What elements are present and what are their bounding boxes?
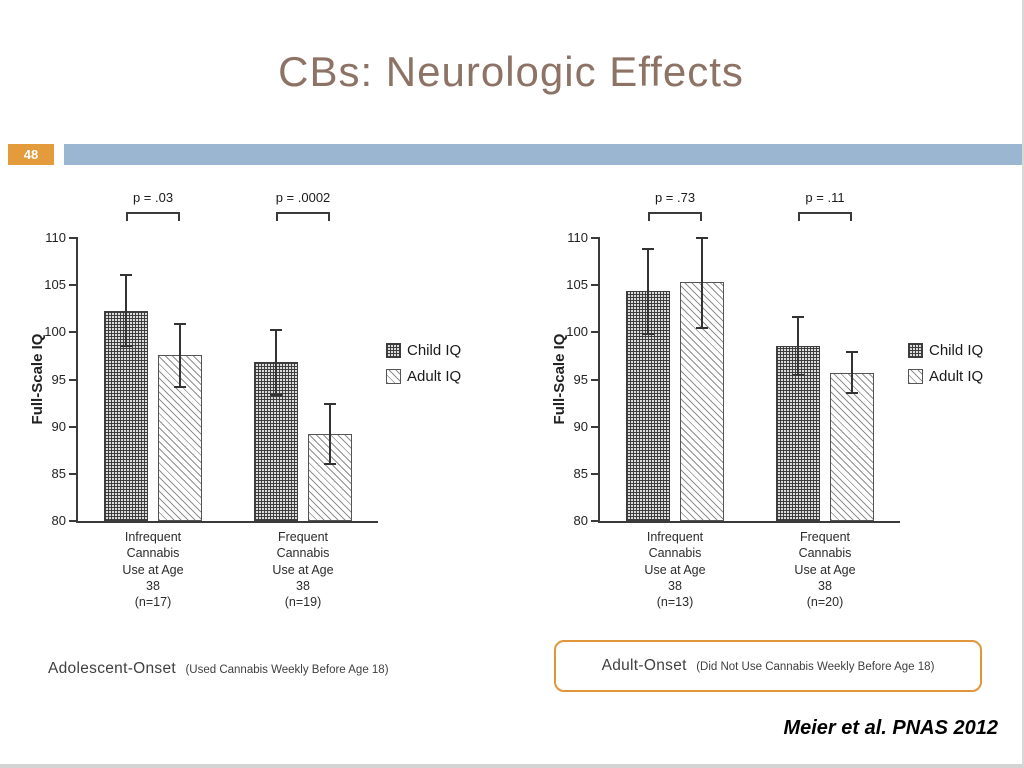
y-tick-mark <box>69 331 78 334</box>
significance-bracket <box>276 212 330 221</box>
error-bar <box>329 404 331 465</box>
error-bar-cap <box>174 386 186 389</box>
legend-swatch-child-iq <box>908 343 923 358</box>
group-label-adolescent-onset: Adolescent-Onset (Used Cannabis Weekly B… <box>48 660 498 678</box>
group-label-detail: (Used Cannabis Weekly Before Age 18) <box>185 664 389 676</box>
error-bar-cap <box>324 463 336 466</box>
legend-item: Child IQ <box>386 342 461 359</box>
y-tick-mark <box>591 425 600 428</box>
error-bar-cap <box>120 273 132 276</box>
y-tick-label: 90 <box>573 418 588 434</box>
legend: Child IQ Adult IQ <box>386 342 461 394</box>
y-tick-label: 85 <box>573 465 588 481</box>
legend-swatch-adult-iq <box>908 369 923 384</box>
y-tick-label: 100 <box>566 324 588 340</box>
plot-area: Full-Scale IQ 80 85 90 95 100 105 110 p = .03 In… <box>29 190 378 609</box>
bar-child-iq <box>254 361 298 521</box>
category-label: Infrequent Cannabis Use at Age 38 (n=13) <box>644 530 706 609</box>
error-bar <box>851 352 853 393</box>
error-bar-cap <box>696 237 708 239</box>
error-bar <box>179 323 181 388</box>
error-bar-cap <box>792 373 804 376</box>
legend-label: Adult IQ <box>407 368 462 385</box>
bar-adult-iq <box>830 372 874 521</box>
error-bar-cap <box>174 322 186 325</box>
legend-label: Child IQ <box>929 342 984 359</box>
y-tick-mark <box>69 378 78 381</box>
y-tick-mark <box>591 237 600 239</box>
p-value-label: p = .0002 <box>275 190 331 205</box>
error-bar <box>125 274 127 346</box>
group-label-main: Adolescent-Onset <box>48 660 177 677</box>
legend-item: Adult IQ <box>908 368 983 385</box>
error-bar <box>275 329 277 395</box>
slide-title: CBs: Neurologic Effects <box>278 48 744 95</box>
y-tick-label: 105 <box>44 277 66 293</box>
chart-adolescent-onset: Full-Scale IQ 80 85 90 95 100 105 110 p = .03 In… <box>18 180 503 700</box>
y-tick-mark <box>591 331 600 334</box>
error-bar-cap <box>324 403 336 406</box>
category-label: Frequent Cannabis Use at Age 38 (n=20) <box>794 530 856 609</box>
y-tick-label: 90 <box>51 418 66 434</box>
legend-swatch-child-iq <box>386 343 401 358</box>
y-tick-mark <box>591 520 600 522</box>
error-bar-cap <box>846 391 858 394</box>
significance-bracket <box>798 212 852 221</box>
y-tick-label: 95 <box>573 371 588 387</box>
y-tick-mark <box>69 284 78 287</box>
y-tick-mark <box>69 237 78 239</box>
citation: Meier et al. PNAS 2012 <box>783 717 998 739</box>
legend-label: Child IQ <box>407 342 462 359</box>
group-label-detail: (Did Not Use Cannabis Weekly Before Age … <box>696 661 935 673</box>
y-tick-mark <box>69 425 78 428</box>
plot-area: Full-Scale IQ 80 85 90 95 100 105 110 p = .73 In… <box>551 190 900 609</box>
error-bar-cap <box>270 328 282 331</box>
significance-bracket <box>648 212 702 221</box>
y-tick-mark <box>591 472 600 475</box>
y-tick-label: 80 <box>51 513 66 528</box>
error-bar-cap <box>642 248 654 251</box>
error-bar-cap <box>642 333 654 336</box>
error-bar <box>647 249 649 335</box>
legend-item: Adult IQ <box>386 368 461 385</box>
y-tick-mark <box>69 520 78 522</box>
error-bar-cap <box>846 351 858 354</box>
error-bar-cap <box>792 316 804 319</box>
y-tick-label: 80 <box>573 513 588 528</box>
group-label-adult-onset-callout: Adult-Onset (Did Not Use Cannabis Weekly… <box>554 640 982 692</box>
error-bar <box>797 317 799 375</box>
legend: Child IQ Adult IQ <box>908 342 983 394</box>
error-bar-cap <box>120 344 132 347</box>
error-bar <box>701 238 703 328</box>
y-tick-label: 85 <box>51 465 66 481</box>
chart-adult-onset: Full-Scale IQ 80 85 90 95 100 105 110 p = .73 In… <box>540 180 1022 700</box>
p-value-label: p = .03 <box>132 190 174 205</box>
error-bar-cap <box>696 326 708 329</box>
y-tick-label: 110 <box>567 230 588 245</box>
legend-swatch-adult-iq <box>386 369 401 384</box>
y-tick-label: 110 <box>45 230 66 245</box>
y-tick-mark <box>591 378 600 381</box>
legend-label: Adult IQ <box>929 368 984 385</box>
category-label: Infrequent Cannabis Use at Age 38 (n=17) <box>122 530 184 609</box>
category-label: Frequent Cannabis Use at Age 38 (n=19) <box>272 530 334 609</box>
p-value-label: p = .73 <box>654 190 696 205</box>
significance-bracket <box>126 212 180 221</box>
y-tick-label: 105 <box>566 277 588 293</box>
group-label-main: Adult-Onset <box>601 657 687 674</box>
y-tick-label: 95 <box>51 371 66 387</box>
y-tick-mark <box>69 472 78 475</box>
header-band <box>64 144 1022 165</box>
y-tick-mark <box>591 284 600 287</box>
p-value-label: p = .11 <box>805 190 845 205</box>
error-bar-cap <box>270 393 282 396</box>
legend-item: Child IQ <box>908 342 983 359</box>
y-tick-label: 100 <box>44 324 66 340</box>
slide-number-badge: 48 <box>8 144 54 165</box>
